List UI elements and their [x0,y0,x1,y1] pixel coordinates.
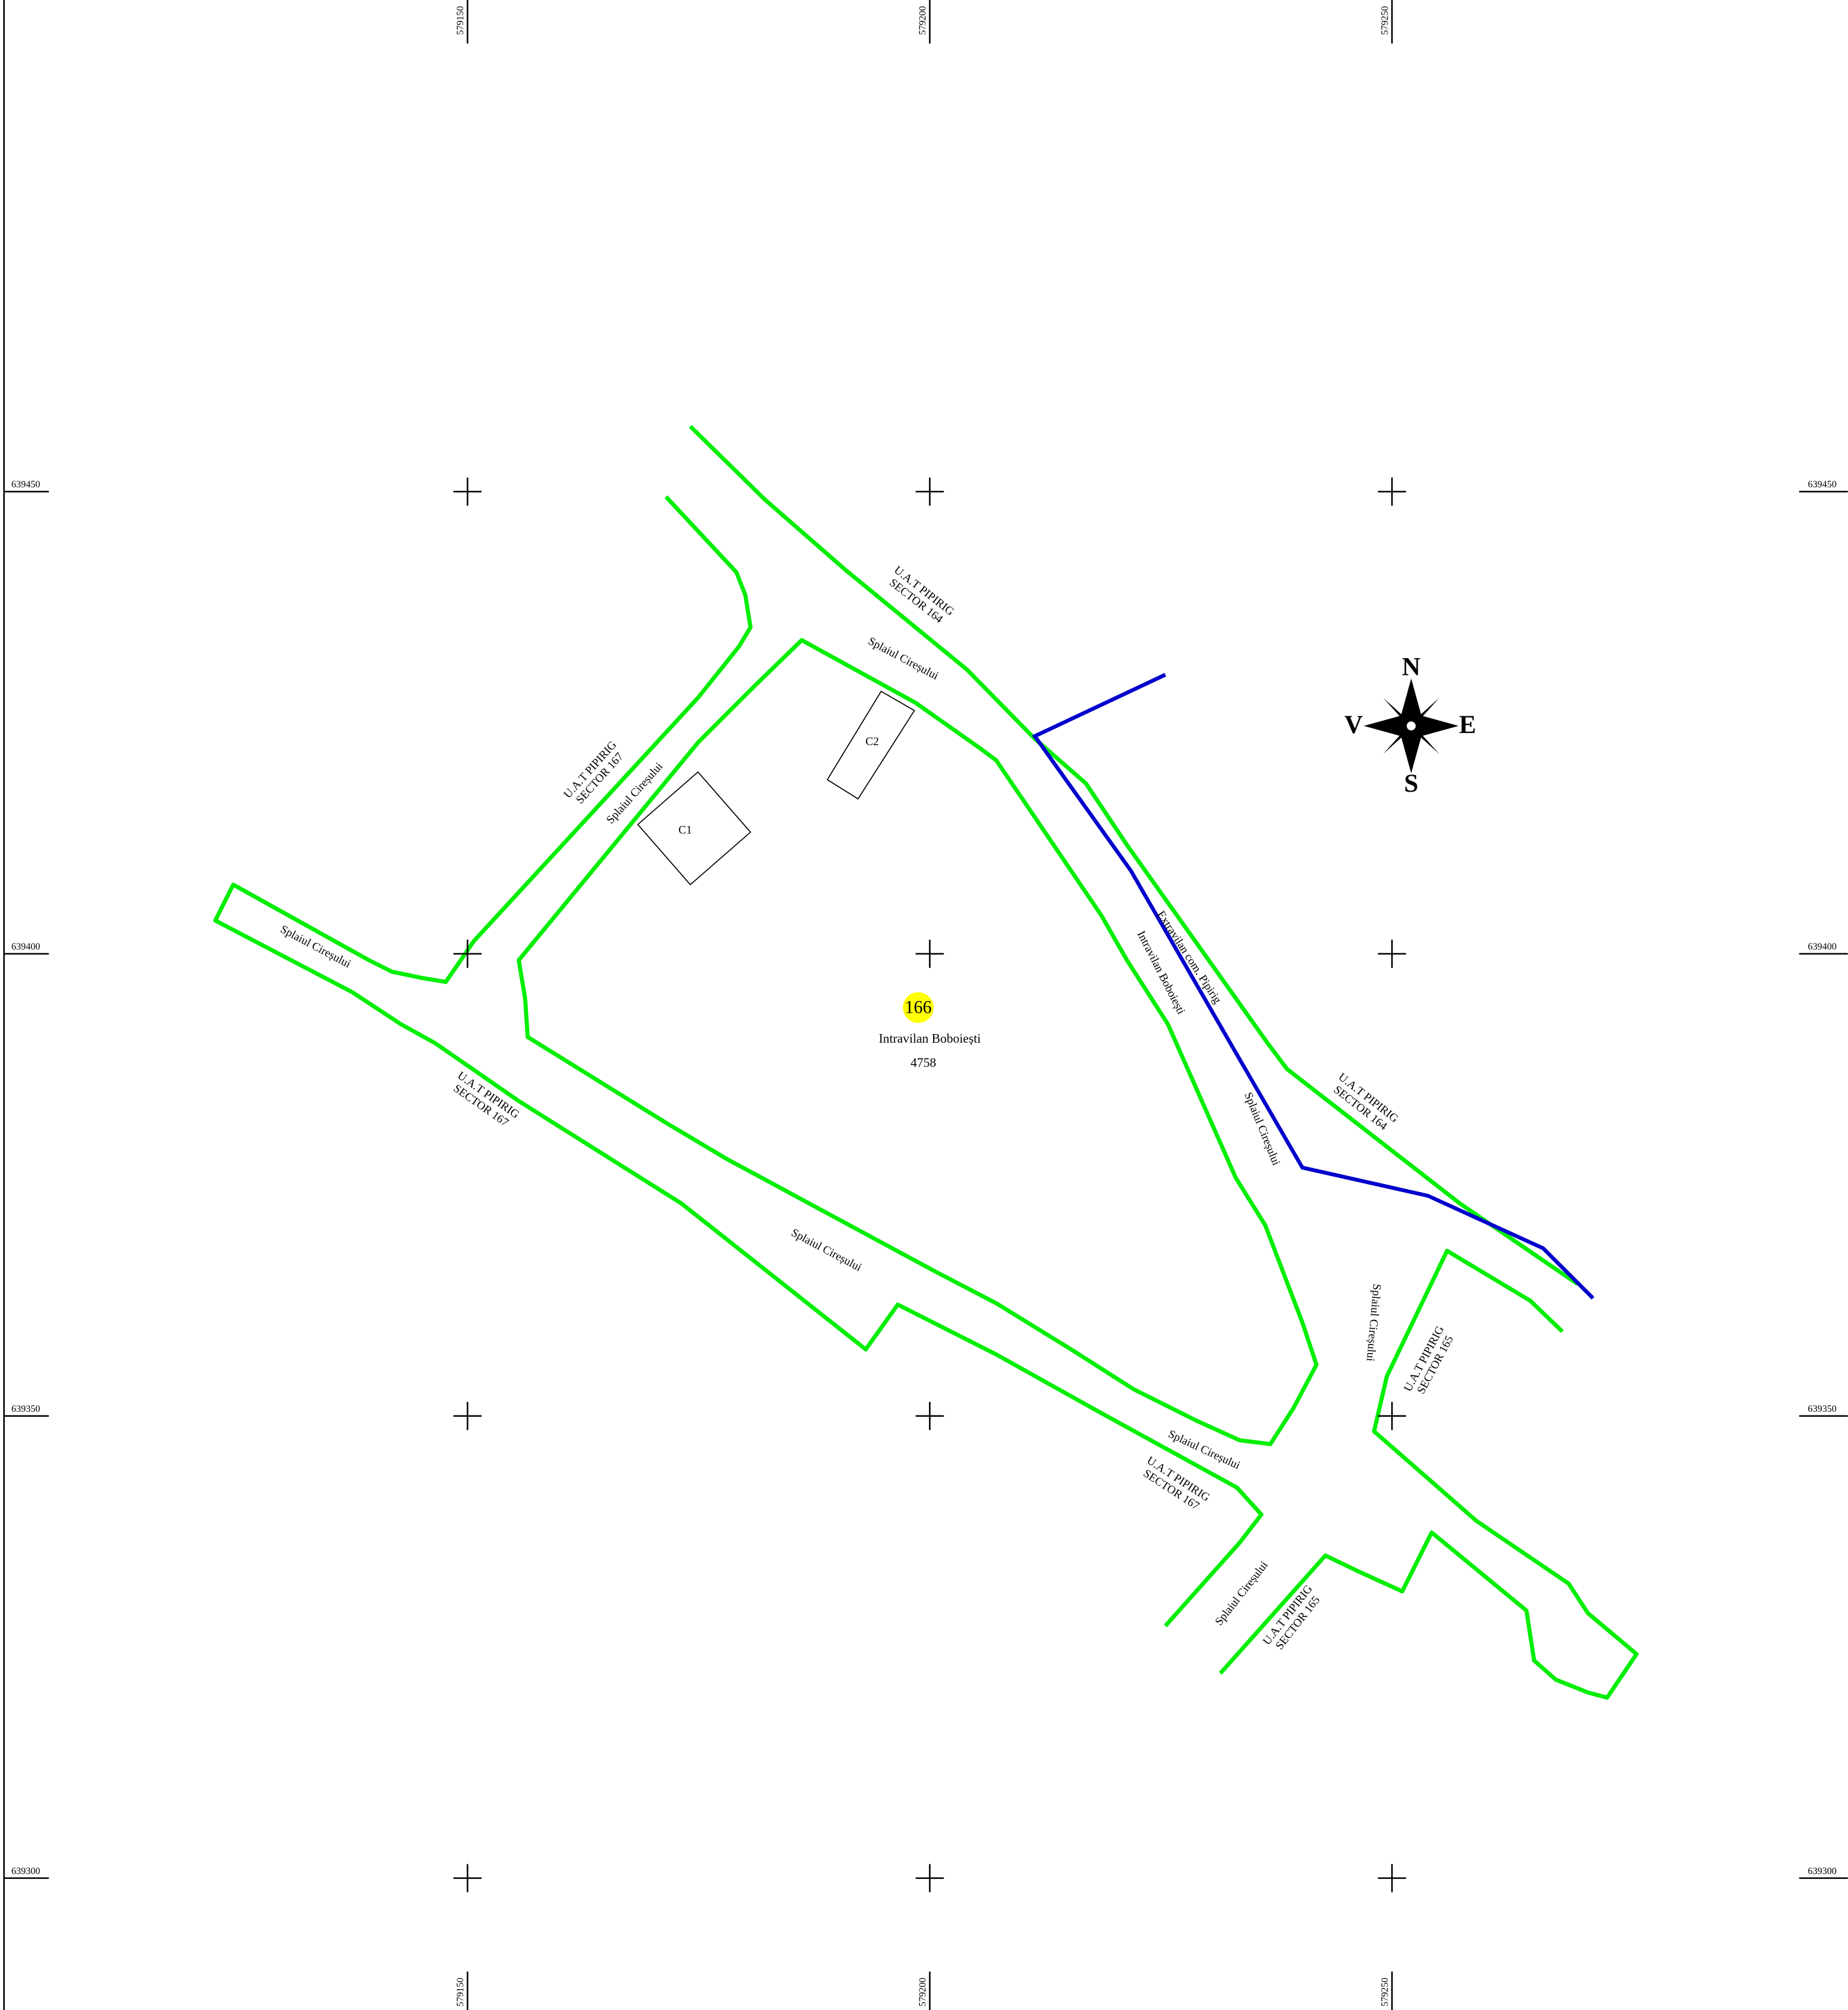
northing-label: 639450 [12,479,40,490]
easting-label: 579150 [456,6,466,35]
easting-label: 579200 [918,1978,928,2006]
parcel-boundary [516,638,1319,1447]
northing-label: 639350 [12,1404,40,1414]
northing-label: 639450 [1808,479,1836,490]
parcel-marker [903,992,934,1023]
boundary [1219,1248,1639,1700]
boundary [213,495,1264,1627]
easting-label: 579150 [456,1978,466,2006]
building [637,771,751,886]
parcel-number: 166 [905,997,932,1017]
compass-west: V [1344,711,1362,739]
easting-label: 579250 [1380,6,1390,35]
compass-south: S [1404,770,1418,798]
compass-north: N [1402,653,1421,681]
northing-label: 639400 [1808,942,1836,952]
northing-label: 639300 [12,1866,40,1877]
compass-east: E [1459,711,1476,739]
parcel-area: 4758 [911,1055,936,1070]
easting-label: 579250 [1380,1978,1390,2006]
building-label: C1 [678,823,692,836]
parcel-name: Intravilan Boboiești [879,1031,981,1046]
boundary [689,424,1579,1286]
building-label: C2 [865,735,879,748]
building [826,691,915,800]
compass [1364,678,1459,774]
northing-label: 639300 [1808,1866,1836,1877]
northing-label: 639350 [1808,1404,1836,1414]
extravilan-limit [1032,673,1594,1300]
northing-label: 639400 [12,942,40,952]
easting-label: 579200 [918,6,928,35]
